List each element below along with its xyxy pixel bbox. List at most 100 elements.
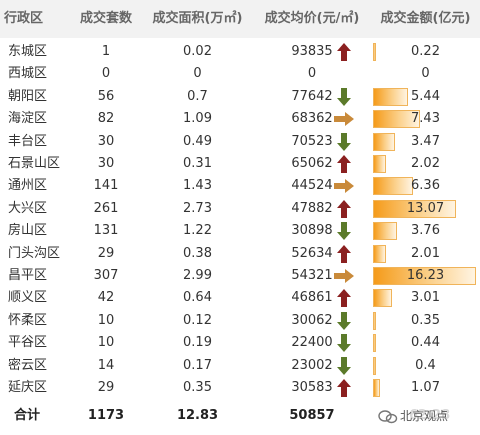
deal-amount: 6.36 xyxy=(411,178,440,194)
deal-amount: 1.07 xyxy=(411,380,440,395)
table-row: 朝阳区 56 0.7 77642 5.44 xyxy=(0,86,480,108)
deal-count: 29 xyxy=(97,380,115,395)
avg-price: 30583 xyxy=(291,380,333,395)
district-name: 朝阳区 xyxy=(8,88,48,104)
arrow-down-icon xyxy=(337,132,351,151)
arrow-up-icon xyxy=(337,199,351,218)
amount-databar xyxy=(373,311,376,330)
arrow-right-icon xyxy=(334,112,354,127)
deal-area: 0.7 xyxy=(187,88,208,104)
table-row: 平谷区 10 0.19 22400 0.44 xyxy=(0,332,480,354)
table-row: 昌平区 307 2.99 54321 16.23 xyxy=(0,265,480,287)
arrow-down-icon xyxy=(337,356,351,375)
district-name: 密云区 xyxy=(8,357,48,373)
deal-area: 1.22 xyxy=(183,223,212,239)
district-name: 大兴区 xyxy=(8,200,48,216)
header-price: 成交均价(元/㎡) xyxy=(264,11,360,26)
district-name: 东城区 xyxy=(8,44,48,59)
deal-area: 0.64 xyxy=(183,290,212,306)
amount-databar xyxy=(373,177,414,196)
table-row: 大兴区 261 2.73 47882 13.07 xyxy=(0,198,480,220)
deal-area: 0 xyxy=(193,66,202,82)
amount-databar xyxy=(373,267,476,285)
deal-area: 0.35 xyxy=(183,380,212,395)
table-row: 顺义区 42 0.64 46861 3.01 xyxy=(0,287,480,309)
header-area: 成交面积(万㎡) xyxy=(152,11,243,26)
total-price: 50857 xyxy=(289,408,335,423)
arrow-up-icon xyxy=(337,155,351,173)
arrow-up-icon xyxy=(337,43,351,61)
arrow-right-icon xyxy=(334,269,354,283)
table-row: 丰台区 30 0.49 70523 3.47 xyxy=(0,131,480,153)
deal-count: 0 xyxy=(101,66,111,82)
watermark-text: 北京观点 xyxy=(400,409,449,423)
district-name: 西城区 xyxy=(8,66,48,82)
deal-area: 0.19 xyxy=(183,335,212,351)
amount-databar xyxy=(373,244,386,263)
deal-amount: 0.22 xyxy=(411,44,440,59)
district-name: 平谷区 xyxy=(8,335,48,351)
table-header: 行政区 成交套数 成交面积(万㎡) 成交均价(元/㎡) 成交金额(亿元) xyxy=(0,0,480,38)
amount-databar xyxy=(373,110,421,129)
avg-price: 30062 xyxy=(291,312,333,328)
deal-area: 0.49 xyxy=(183,133,212,149)
amount-databar xyxy=(373,356,376,375)
wechat-logo-icon xyxy=(378,409,398,423)
header-count: 成交套数 xyxy=(79,11,132,26)
deal-count: 30 xyxy=(97,156,115,171)
deal-area: 0.38 xyxy=(183,245,212,261)
deal-area: 0.17 xyxy=(183,357,212,373)
avg-price: 22400 xyxy=(291,335,333,351)
table-row: 东城区 1 0.02 93835 0.22 xyxy=(0,41,480,63)
district-name: 丰台区 xyxy=(8,133,48,149)
header-district: 行政区 xyxy=(4,11,44,26)
table-row: 通州区 141 1.43 44524 6.36 xyxy=(0,175,480,197)
arrow-up-icon xyxy=(337,244,351,263)
deal-amount: 16.23 xyxy=(406,268,445,283)
district-name: 怀柔区 xyxy=(8,312,48,328)
arrow-down-icon xyxy=(337,311,351,330)
deal-amount: 2.01 xyxy=(411,245,440,261)
deal-area: 0.02 xyxy=(183,44,212,59)
district-name: 通州区 xyxy=(8,178,48,194)
table-row: 延庆区 29 0.35 30583 1.07 xyxy=(0,377,480,399)
amount-databar xyxy=(373,379,380,397)
deal-count: 261 xyxy=(93,200,119,216)
deal-count: 82 xyxy=(97,111,115,127)
avg-price: 70523 xyxy=(291,133,333,149)
avg-price: 47882 xyxy=(291,200,333,216)
total-count: 1173 xyxy=(87,408,125,423)
amount-databar xyxy=(373,199,456,218)
watermark: 北京观点 xyxy=(378,404,453,428)
avg-price: 68362 xyxy=(291,111,333,127)
district-name: 石景山区 xyxy=(8,156,61,171)
deal-area: 1.43 xyxy=(183,178,212,194)
deal-count: 14 xyxy=(97,357,115,373)
arrow-down-icon xyxy=(337,222,351,241)
avg-price: 46861 xyxy=(291,290,333,306)
deal-amount: 3.76 xyxy=(411,223,440,239)
avg-price: 65062 xyxy=(291,156,333,171)
district-name: 房山区 xyxy=(8,223,48,239)
table-row: 海淀区 82 1.09 68362 7.43 xyxy=(0,108,480,130)
deal-amount: 2.02 xyxy=(411,156,440,171)
amount-databar xyxy=(373,155,386,173)
amount-databar xyxy=(373,222,397,241)
district-name: 昌平区 xyxy=(8,268,48,283)
deal-amount: 7.43 xyxy=(411,111,440,127)
deal-area: 2.73 xyxy=(183,200,212,216)
total-label: 合计 xyxy=(14,408,41,423)
deal-count: 10 xyxy=(97,335,115,351)
avg-price: 44524 xyxy=(291,178,333,194)
table-row: 密云区 14 0.17 23002 0.4 xyxy=(0,355,480,377)
deal-amount: 13.07 xyxy=(406,200,445,216)
deal-amount: 0.4 xyxy=(415,357,436,373)
district-name: 延庆区 xyxy=(8,380,48,395)
arrow-up-icon xyxy=(337,379,351,397)
deal-amount: 0.44 xyxy=(411,335,440,351)
amount-databar xyxy=(373,334,376,353)
district-name: 顺义区 xyxy=(8,290,48,306)
deal-count: 307 xyxy=(93,268,119,283)
total-area: 12.83 xyxy=(176,408,219,423)
